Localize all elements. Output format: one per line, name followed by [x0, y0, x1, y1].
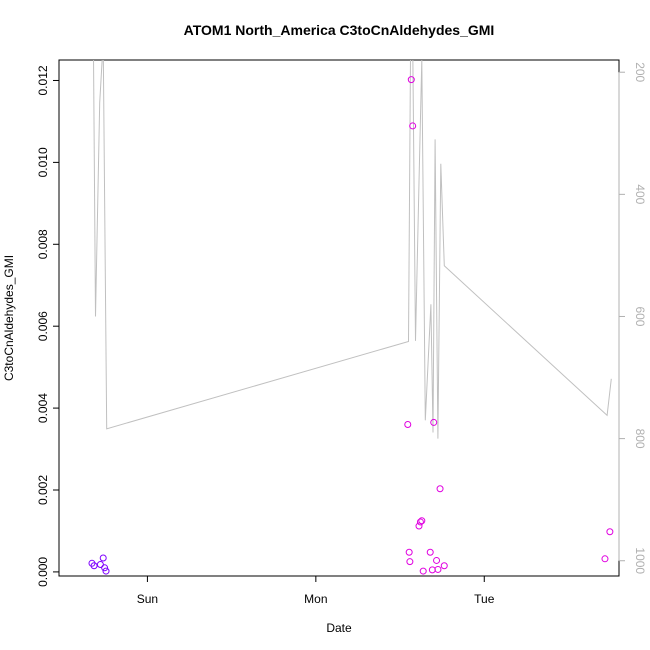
data-point: [426, 548, 434, 556]
data-point: [406, 558, 414, 566]
y2-tick-label: 200: [633, 62, 647, 82]
x-tick-label: Mon: [304, 592, 327, 606]
y-axis: 0.000 0.002 0.004 0.006 0.008 0.010 0.012: [36, 65, 60, 587]
y-axis-label: C3toCnAldehydes_GMI: [2, 255, 16, 381]
y2-tick-label: 600: [633, 306, 647, 326]
data-point: [416, 518, 424, 526]
data-point: [601, 555, 609, 563]
data-point: [407, 76, 415, 84]
y-tick-label: 0.000: [36, 557, 50, 587]
data-point: [418, 517, 426, 525]
data-point: [436, 485, 444, 493]
data-point: [440, 562, 448, 570]
data-point: [96, 561, 104, 569]
y-tick-label: 0.010: [36, 147, 50, 177]
data-point: [415, 522, 423, 530]
y2-tick-label: 400: [633, 184, 647, 204]
y2-tick-label: 1000: [633, 547, 647, 574]
data-point: [434, 565, 442, 573]
data-point: [101, 564, 109, 572]
x-tick-label: Sun: [137, 592, 158, 606]
y-tick-label: 0.002: [36, 475, 50, 505]
x-tick-label: Tue: [474, 592, 495, 606]
data-point: [419, 567, 427, 575]
y-tick-label: 0.008: [36, 229, 50, 259]
y-tick-label: 0.004: [36, 393, 50, 423]
data-point: [99, 554, 107, 562]
plot-data: [88, 60, 614, 575]
chart-title: ATOM1 North_America C3toCnAldehydes_GMI: [184, 22, 495, 38]
altitude-line: [93, 60, 612, 439]
x-axis: Sun Mon Tue: [137, 575, 495, 606]
data-point: [404, 420, 412, 428]
data-point: [606, 528, 614, 536]
y2-axis: 200 400 600 800 1000: [618, 62, 647, 574]
data-point: [428, 566, 436, 574]
data-point: [409, 122, 417, 130]
data-point: [430, 418, 438, 426]
y-tick-label: 0.006: [36, 311, 50, 341]
data-point: [102, 567, 110, 575]
x-axis-label: Date: [326, 621, 352, 635]
data-point: [405, 548, 413, 556]
data-point: [90, 562, 98, 570]
y2-tick-label: 800: [633, 429, 647, 449]
data-point: [433, 556, 441, 564]
y-tick-label: 0.012: [36, 65, 50, 95]
plot-area: [88, 60, 614, 575]
plot-frame: [58, 59, 620, 577]
